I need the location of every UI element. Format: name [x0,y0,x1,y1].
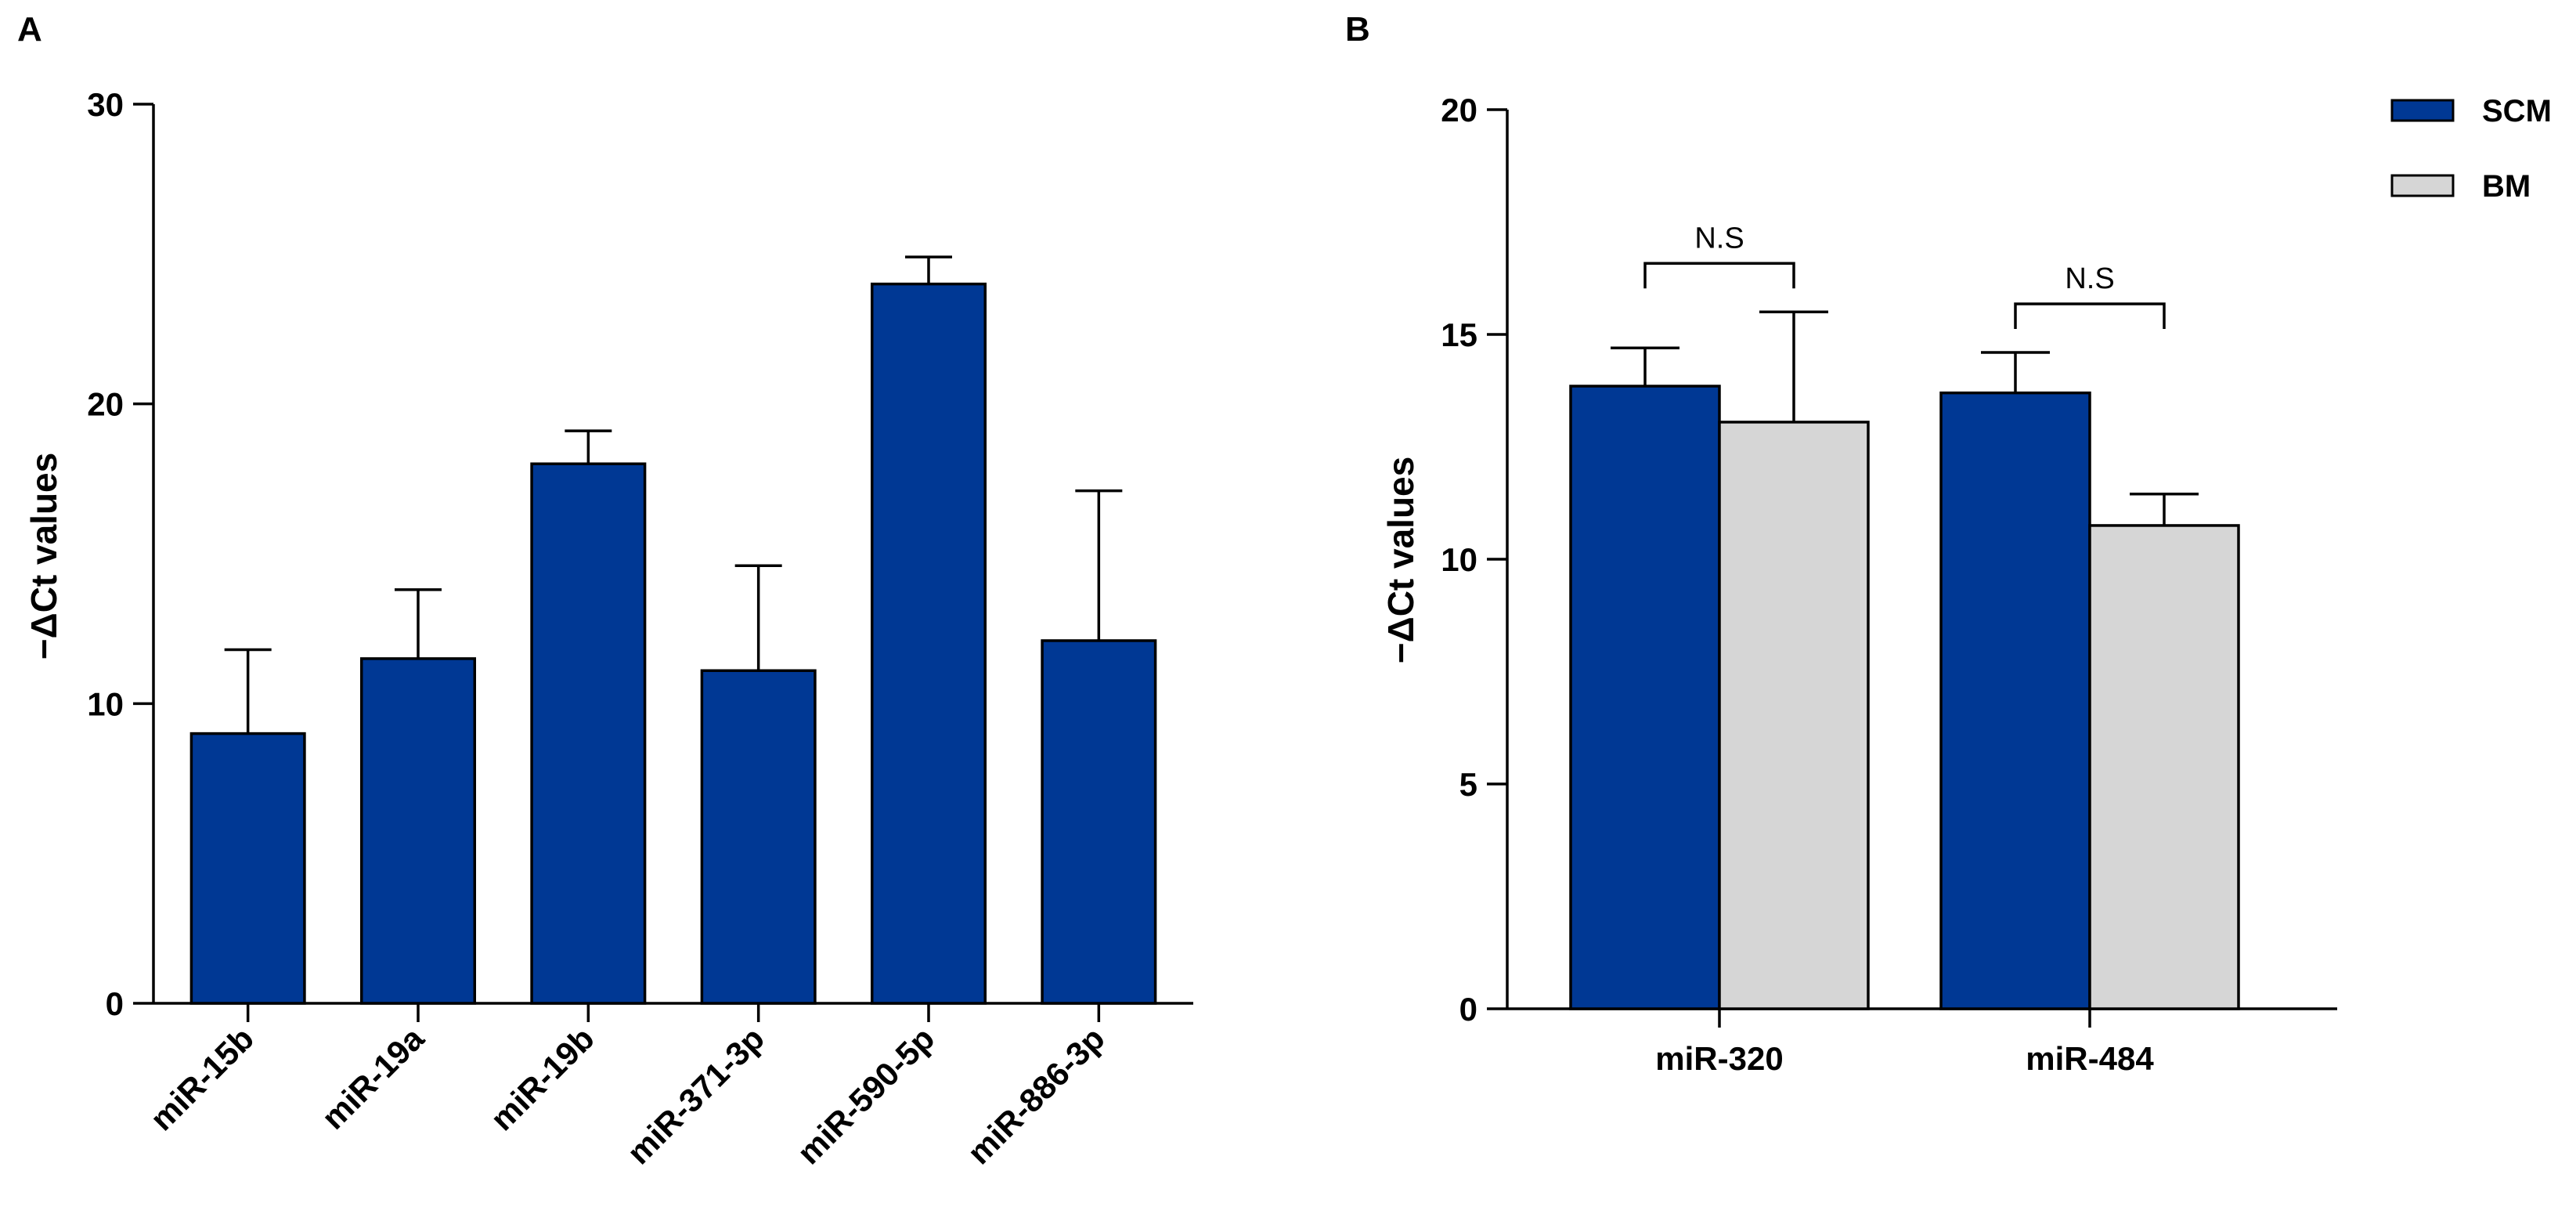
panel-b-legend: SCM BM [2390,94,2552,204]
panel-b-y-axis-label: −ΔCt values [1380,457,1421,663]
y-tick-label: 30 [87,86,124,123]
bar-miR-320-SCM [1569,385,1721,1010]
panel-b-error-bars [1611,310,2199,1028]
bar-miR-19a [359,657,477,1005]
legend-label-SCM: SCM [2482,94,2552,128]
panel-a-y-axis-label: −ΔCt values [23,453,64,659]
x-tick-label-miR-15b: miR-15b [143,1020,261,1137]
panel-a-letter: A [17,10,42,49]
y-tick-label: 10 [87,685,124,722]
panel-b-significance-brackets: N.S N.S [1643,222,2166,329]
x-tick-label-miR-320: miR-320 [1655,1040,1783,1077]
bar-miR-19b [530,462,647,1005]
panel-b-x-tick-labels: miR-320 miR-484 [1655,1040,2154,1077]
panel-a-bars [189,282,1157,1005]
bar-miR-15b [189,732,306,1005]
bar-miR-320-BM [1718,421,1870,1010]
significance-bracket-miR-320 [1643,262,1795,289]
bar-miR-590-5p [870,282,987,1005]
panel-b-y-ticks: 0 5 10 15 20 [1441,92,1507,1028]
legend-swatch-SCM [2390,99,2455,122]
y-tick-label: 0 [1459,991,1477,1028]
bar-miR-484-BM [2088,524,2240,1010]
y-tick-label: 0 [106,985,124,1022]
panel-b-bars [1569,385,2240,1010]
x-tick-label-miR-886-3p: miR-886-3p [960,1020,1111,1171]
panel-b-letter: B [1345,10,1370,49]
x-tick-label-miR-19b: miR-19b [483,1020,601,1137]
panel-a-y-ticks: 0 10 20 30 [87,86,153,1022]
y-tick-label: 20 [87,386,124,423]
x-tick-label-miR-19a: miR-19a [315,1020,431,1136]
y-tick-label: 5 [1459,766,1477,803]
legend-swatch-BM [2390,174,2455,197]
bar-miR-371-3p [700,669,817,1005]
panel-a-error-bars [224,255,1123,1022]
panel-b-chart: B −ΔCt values 0 5 10 15 20 miR-320 miR-484 N.… [1345,10,2552,1077]
panel-a-axes [152,104,1193,1005]
bar-miR-484-SCM [1939,391,2091,1010]
bar-miR-886-3p [1041,639,1157,1005]
y-tick-label: 10 [1441,541,1477,578]
legend-label-BM: BM [2482,169,2531,204]
y-tick-label: 15 [1441,316,1477,353]
significance-label-miR-320: N.S [1694,222,1744,255]
panel-a-x-tick-labels: miR-15b miR-19a miR-19b miR-371-3p miR-590-5… [143,1020,1112,1172]
significance-label-miR-484: N.S [2065,262,2114,295]
x-tick-label-miR-371-3p: miR-371-3p [620,1020,771,1171]
significance-bracket-miR-484 [2014,302,2166,329]
x-tick-label-miR-590-5p: miR-590-5p [790,1020,941,1171]
x-tick-label-miR-484: miR-484 [2026,1040,2154,1077]
y-tick-label: 20 [1441,92,1477,128]
